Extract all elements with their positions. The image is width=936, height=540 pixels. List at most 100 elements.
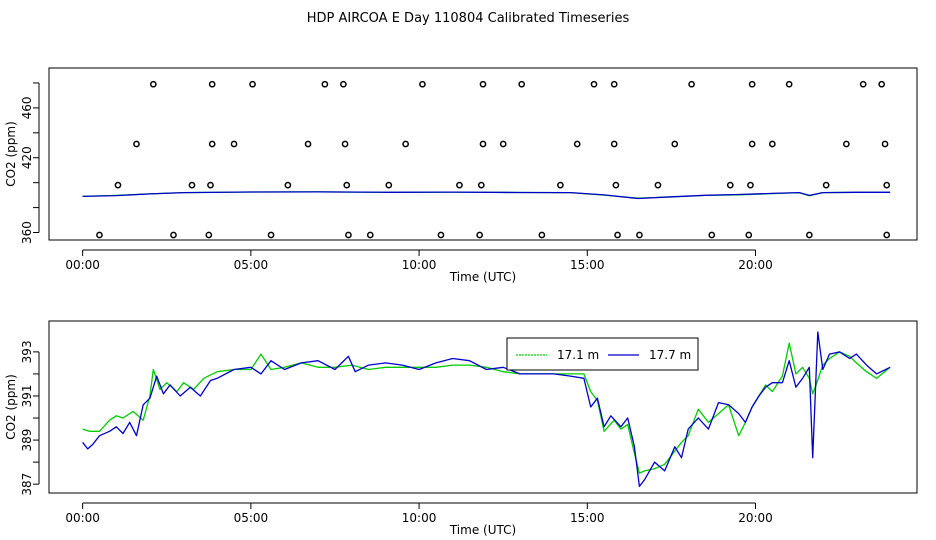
top-x-tick-label: 05:00	[234, 258, 269, 272]
chart-title: HDP AIRCOA E Day 110804 Calibrated Times…	[307, 11, 630, 26]
calibration-point	[726, 181, 734, 189]
calibration-point	[748, 80, 756, 88]
calibration-point	[479, 140, 487, 148]
calibration-point	[304, 140, 312, 148]
calibration-point	[671, 140, 679, 148]
calibration-point	[267, 231, 275, 239]
top-y-axis: 360 420 460	[20, 82, 40, 244]
calibration-point	[208, 80, 216, 88]
calibration-point	[878, 80, 886, 88]
top-x-axis-label: Time (UTC)	[449, 270, 516, 284]
calibration-point	[745, 231, 753, 239]
calibration-point	[805, 231, 813, 239]
top-x-axis: 00:00 05:00 10:00 15:00 20:00	[65, 249, 773, 272]
series-line-17-1m	[82, 342, 891, 474]
calibration-point	[205, 231, 213, 239]
top-panel: 00:00 05:00 10:00 15:00 20:00 360 420 460 Time…	[4, 67, 918, 284]
calibration-point	[419, 80, 426, 88]
calibration-point	[366, 231, 374, 239]
calibration-point	[207, 181, 214, 189]
calibration-point	[610, 80, 618, 88]
calibration-point	[343, 181, 351, 189]
calibration-point	[341, 140, 349, 148]
bottom-x-tick-label: 15:00	[570, 511, 605, 525]
top-series-layer	[82, 191, 891, 200]
calibration-point	[518, 80, 526, 88]
calibration-point	[610, 140, 618, 148]
legend-label-17-1m: 17.1 m	[557, 348, 599, 362]
top-x-tick-label: 00:00	[65, 258, 100, 272]
calibration-point	[748, 140, 756, 148]
calibration-point	[345, 231, 352, 239]
calibration-point	[208, 140, 216, 148]
calibration-point	[437, 231, 445, 239]
calibration-point	[822, 181, 830, 189]
series-line-17-7m	[82, 331, 891, 488]
calibration-point	[133, 140, 140, 148]
top-y-tick-label: 360	[20, 221, 34, 244]
bottom-y-tick-label: 389	[20, 429, 34, 452]
calibration-point	[636, 231, 643, 239]
bottom-panel: 00:00 05:00 10:00 15:00 20:00 387 389 391 393 T…	[4, 320, 918, 537]
calibration-point	[284, 181, 292, 189]
calibration-point	[456, 181, 463, 189]
top-x-tick-label: 20:00	[738, 258, 773, 272]
calibration-point	[842, 140, 850, 148]
calibration-point	[170, 231, 177, 239]
calibration-point	[188, 181, 196, 189]
bottom-x-tick-label: 05:00	[234, 511, 269, 525]
calibration-point	[476, 231, 483, 239]
calibration-point	[747, 181, 754, 189]
bottom-plot-frame	[48, 320, 918, 494]
calibration-point	[479, 80, 487, 88]
top-y-axis-label: CO2 (ppm)	[4, 121, 18, 187]
bottom-x-tick-label: 20:00	[738, 511, 773, 525]
top-x-tick-label: 10:00	[402, 258, 437, 272]
bottom-x-tick-label: 10:00	[402, 511, 437, 525]
bottom-y-tick-label: 387	[20, 473, 34, 496]
top-plot-frame	[48, 67, 918, 241]
top-y-tick-label: 420	[20, 146, 34, 169]
bottom-y-tick-label: 393	[20, 340, 34, 363]
calibration-point	[768, 140, 776, 148]
bottom-x-axis-label: Time (UTC)	[449, 523, 516, 537]
calibration-point	[230, 140, 238, 148]
bottom-y-axis-label: CO2 (ppm)	[4, 374, 18, 440]
calibration-point	[883, 181, 891, 189]
calibration-point	[859, 80, 867, 88]
calibration-point	[149, 80, 157, 88]
calibration-point	[96, 231, 103, 239]
calibration-point	[402, 140, 409, 148]
bottom-y-tick-label: 391	[20, 385, 34, 408]
calibration-point	[477, 181, 485, 189]
top-points-layer	[96, 80, 891, 239]
top-y-tick-label: 460	[20, 96, 34, 119]
calibration-point	[538, 231, 546, 239]
calibration-point	[114, 181, 122, 189]
calibration-point	[385, 181, 393, 189]
calibration-point	[321, 80, 329, 88]
calibration-point	[249, 80, 256, 88]
bottom-series-layer	[82, 331, 891, 488]
calibration-point	[654, 181, 662, 189]
legend: 17.1 m 17.7 m	[506, 337, 699, 371]
calibration-point	[883, 231, 891, 239]
calibration-point	[590, 80, 598, 88]
calibration-point	[785, 80, 793, 88]
bottom-x-tick-label: 00:00	[65, 511, 100, 525]
calibration-point	[340, 80, 347, 88]
calibration-point	[573, 140, 581, 148]
calibration-point	[881, 140, 889, 148]
legend-box	[506, 337, 699, 371]
calibration-point	[499, 140, 507, 148]
top-x-tick-label: 15:00	[570, 258, 605, 272]
calibration-point	[614, 231, 621, 239]
calibration-point	[612, 181, 620, 189]
legend-label-17-7m: 17.7 m	[649, 348, 691, 362]
calibration-point	[708, 231, 716, 239]
calibration-point	[688, 80, 695, 88]
calibration-point	[557, 181, 564, 189]
top-series-line-b	[82, 191, 891, 200]
bottom-y-axis: 387 389 391 393	[20, 340, 40, 496]
